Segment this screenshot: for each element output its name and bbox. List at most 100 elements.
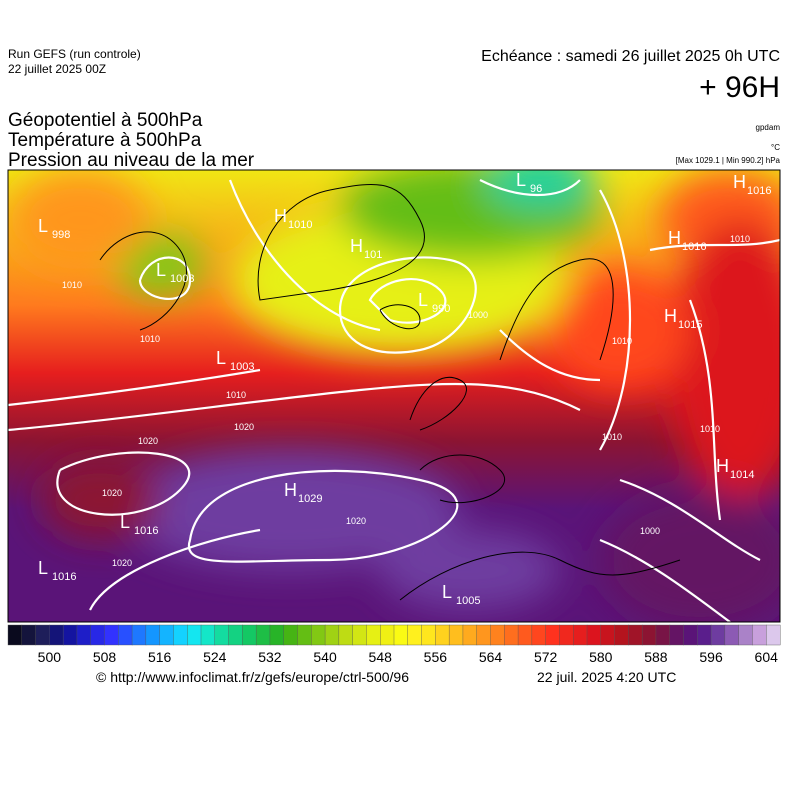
center-pressure: 101 xyxy=(364,249,382,261)
colorbar-swatch xyxy=(173,624,188,646)
center-pressure: 1016 xyxy=(134,525,158,537)
colorbar-swatch xyxy=(228,624,243,646)
center-pressure: 1016 xyxy=(747,185,771,197)
colorbar-swatch xyxy=(324,624,340,646)
unit-label: gpdam xyxy=(756,123,781,132)
center-pressure: 1014 xyxy=(730,469,754,481)
colorbar-swatch xyxy=(669,624,685,646)
isobar-label: 1020 xyxy=(112,558,132,568)
colorbar-swatch xyxy=(35,624,50,646)
colorbar-swatch xyxy=(90,624,106,646)
center-pressure: 1016 xyxy=(52,571,76,583)
center-letter: H xyxy=(716,456,729,476)
colorbar-swatch xyxy=(269,624,285,646)
field-title: Pression au niveau de la mer xyxy=(8,150,255,171)
colorbar-swatch xyxy=(614,624,629,646)
center-letter: L xyxy=(38,558,48,578)
colorbar-swatch xyxy=(131,624,147,646)
colorbar-swatch xyxy=(435,624,450,646)
center-pressure: 96 xyxy=(530,183,542,195)
colorbar-swatch xyxy=(559,624,574,646)
colorbar-swatch xyxy=(145,624,161,646)
center-letter: H xyxy=(733,172,746,192)
center-pressure: 1016 xyxy=(682,241,706,253)
colorbar-tick-label: 540 xyxy=(313,649,337,665)
colorbar-swatch xyxy=(655,624,671,646)
center-pressure: 1010 xyxy=(288,219,312,231)
center-pressure: 1005 xyxy=(456,595,480,607)
colorbar-swatch xyxy=(476,624,492,646)
colorbar-tick-label: 588 xyxy=(644,649,668,665)
colorbar-tick-label: 532 xyxy=(258,649,282,665)
isobar-label: 1010 xyxy=(700,424,720,434)
colorbar-swatch xyxy=(738,624,753,646)
colorbar-swatch xyxy=(766,624,781,646)
colorbar-swatch xyxy=(21,624,37,646)
colorbar-swatch xyxy=(517,624,533,646)
colorbar-tick-label: 604 xyxy=(755,649,779,665)
isobar-label: 1000 xyxy=(640,526,660,536)
colorbar-swatch xyxy=(504,624,519,646)
field-title: Géopotentiel à 500hPa xyxy=(8,110,203,131)
colorbar-swatch xyxy=(214,624,230,646)
lead-time: + 96H xyxy=(699,71,780,104)
center-letter: H xyxy=(664,306,677,326)
center-pressure: 990 xyxy=(432,303,450,315)
colorbar-swatch xyxy=(683,624,698,646)
isobar-label: 1020 xyxy=(346,516,366,526)
source-credit: © http://www.infoclimat.fr/z/gefs/europe… xyxy=(96,669,409,685)
colorbar-swatch xyxy=(380,624,395,646)
colorbar-tick-label: 508 xyxy=(93,649,117,665)
isobar-label: 1020 xyxy=(138,436,158,446)
colorbar-tick-label: 596 xyxy=(699,649,723,665)
center-pressure: 998 xyxy=(52,229,70,241)
colorbar-tick-label: 580 xyxy=(589,649,613,665)
valid-time: Echéance : samedi 26 juillet 2025 0h UTC xyxy=(481,48,780,65)
center-pressure: 1003 xyxy=(170,273,194,285)
colorbar-swatch xyxy=(586,624,602,646)
colorbar-swatch xyxy=(62,624,78,646)
colorbar-swatch xyxy=(7,624,23,646)
colorbar-tick-label: 564 xyxy=(479,649,503,665)
colorbar-swatch xyxy=(697,624,712,646)
colorbar: 500 508 516 524 532 540 548 556 564 572 580 588 596 6… xyxy=(7,624,781,665)
colorbar-swatch xyxy=(49,624,64,646)
colorbar-swatch xyxy=(283,624,299,646)
colorbar-swatch xyxy=(462,624,478,646)
colorbar-tick-label: 572 xyxy=(534,649,558,665)
colorbar-tick-label: 524 xyxy=(203,649,227,665)
run-label: Run GEFS (run controle) xyxy=(8,47,141,61)
colorbar-swatch xyxy=(311,624,326,646)
colorbar-swatch xyxy=(545,624,560,646)
isobars xyxy=(8,179,780,622)
colorbar-swatch xyxy=(490,624,505,646)
colorbar-swatch xyxy=(752,624,767,646)
center-letter: H xyxy=(668,228,681,248)
center-letter: L xyxy=(442,582,452,602)
center-letter: H xyxy=(284,480,297,500)
center-letter: L xyxy=(216,348,226,368)
isobar-label: 1020 xyxy=(234,422,254,432)
isobar-label: 1010 xyxy=(602,432,622,442)
isobar-label: 1000 xyxy=(468,310,488,320)
center-letter: L xyxy=(38,216,48,236)
map-area xyxy=(8,170,780,622)
colorbar-swatch xyxy=(187,624,202,646)
colorbar-swatch xyxy=(200,624,216,646)
colorbar-swatch xyxy=(531,624,547,646)
center-letter: L xyxy=(516,170,526,190)
colorbar-swatch xyxy=(366,624,381,646)
center-letter: H xyxy=(274,206,287,226)
center-pressure: 1029 xyxy=(298,493,322,505)
colorbar-swatch xyxy=(710,624,726,646)
colorbar-tick-label: 556 xyxy=(424,649,448,665)
colorbar-swatch xyxy=(118,624,133,646)
colorbar-swatch xyxy=(628,624,643,646)
isobar-label: 1010 xyxy=(612,336,632,346)
colorbar-swatch xyxy=(297,624,312,646)
center-letter: H xyxy=(350,236,363,256)
colorbar-swatch xyxy=(104,624,119,646)
map-frame xyxy=(7,169,781,623)
colorbar-tick-label: 516 xyxy=(148,649,172,665)
